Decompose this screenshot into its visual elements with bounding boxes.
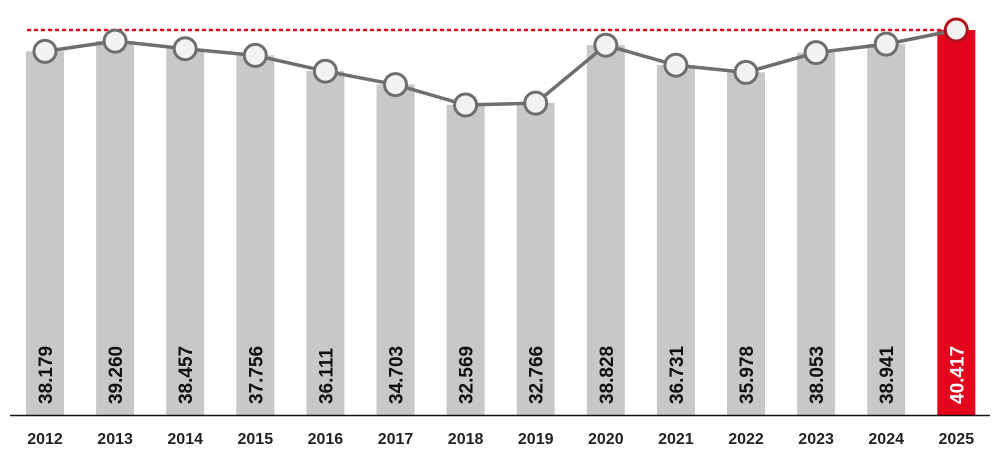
bar-2019 — [516, 102, 555, 416]
value-label-2021: 36.731 — [667, 345, 688, 404]
x-tick-label-2020: 2020 — [588, 431, 624, 448]
value-label-2016: 36.111 — [316, 348, 337, 404]
x-tick-label-2021: 2021 — [658, 431, 694, 448]
data-point-2023 — [803, 40, 829, 66]
value-label-2019: 32.766 — [527, 346, 548, 404]
data-point-2015 — [242, 42, 268, 68]
bar-2015 — [236, 55, 275, 416]
x-tick-label-2025: 2025 — [939, 431, 975, 448]
markers-group — [32, 17, 969, 118]
x-tick-label-2014: 2014 — [167, 431, 203, 448]
bar-2016 — [306, 71, 345, 415]
x-tick-label-2024: 2024 — [868, 431, 904, 448]
bar-2018 — [446, 104, 485, 416]
data-point-2024 — [873, 31, 899, 57]
value-label-2017: 34.703 — [387, 346, 408, 404]
bar-2014 — [166, 48, 205, 415]
bar-2017 — [376, 84, 415, 416]
data-point-2014 — [172, 36, 198, 62]
value-label-2018: 32.569 — [457, 346, 478, 404]
value-label-2012: 38.179 — [36, 346, 57, 404]
x-tick-label-2016: 2016 — [308, 431, 344, 448]
x-tick-label-2022: 2022 — [728, 431, 764, 448]
value-label-2014: 38.457 — [176, 346, 197, 404]
data-point-2018 — [453, 92, 479, 118]
data-point-2012 — [32, 38, 58, 64]
bar-2013 — [96, 41, 135, 415]
data-point-2025 — [943, 17, 969, 43]
bar-2023 — [797, 52, 836, 415]
x-tick-label-2017: 2017 — [378, 431, 414, 448]
x-tick-label-2012: 2012 — [27, 431, 63, 448]
data-point-2013 — [102, 28, 128, 54]
data-point-2017 — [383, 72, 408, 98]
x-tick-label-2018: 2018 — [448, 431, 484, 448]
x-tick-labels-group: 2012 2013 2014 2015 2016 2017 2018 2019 2020 2021… — [27, 431, 974, 448]
value-label-2024: 38.941 — [877, 345, 898, 404]
data-point-2019 — [523, 90, 549, 116]
bar-2024 — [867, 44, 906, 415]
bars-group — [26, 30, 976, 416]
data-point-2020 — [593, 32, 619, 58]
value-labels-group: 38.179 39.260 38.457 37.756 36.111 34.703 32.5… — [36, 345, 968, 404]
bar-2012 — [26, 51, 64, 416]
data-point-2022 — [733, 59, 759, 85]
data-point-2016 — [312, 58, 338, 84]
value-label-2015: 37.756 — [246, 346, 267, 404]
value-label-2022: 35.978 — [737, 346, 758, 404]
bar-2022 — [727, 72, 765, 416]
bar-2021 — [656, 65, 695, 415]
x-tick-label-2023: 2023 — [798, 431, 834, 448]
value-label-2013: 39.260 — [106, 346, 127, 404]
value-label-2020: 38.828 — [597, 346, 618, 404]
data-point-2021 — [663, 52, 689, 78]
bar-2020 — [586, 45, 625, 415]
x-tick-label-2015: 2015 — [238, 431, 274, 448]
bar-2025 — [937, 30, 976, 415]
x-tick-label-2013: 2013 — [97, 431, 133, 448]
value-label-2025: 40.417 — [947, 346, 968, 404]
value-label-2023: 38.053 — [807, 346, 828, 404]
x-tick-label-2019: 2019 — [518, 431, 554, 448]
